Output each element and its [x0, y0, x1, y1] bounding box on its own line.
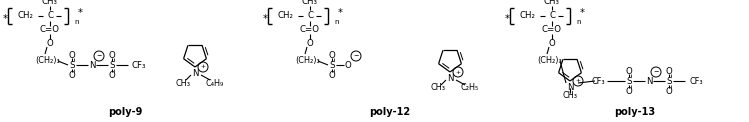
Text: −: −	[653, 69, 659, 75]
Text: O: O	[548, 39, 555, 47]
Text: O: O	[109, 71, 115, 80]
Text: C₂H₅: C₂H₅	[461, 83, 479, 92]
Text: poly-13: poly-13	[614, 107, 655, 117]
Text: C: C	[307, 11, 313, 20]
Text: O: O	[345, 61, 351, 70]
Text: −: −	[97, 53, 102, 59]
Text: O: O	[306, 39, 313, 47]
Text: CF₃: CF₃	[689, 76, 703, 86]
Text: *: *	[505, 14, 509, 24]
Text: O: O	[666, 86, 673, 96]
Text: O: O	[625, 86, 632, 96]
Text: CH₂: CH₂	[520, 11, 536, 20]
Text: S: S	[626, 76, 631, 86]
Text: C=O: C=O	[542, 25, 562, 35]
Text: N: N	[646, 76, 652, 86]
Text: n: n	[74, 19, 79, 25]
Text: O: O	[329, 71, 336, 80]
Text: C: C	[549, 11, 555, 20]
Text: −: −	[354, 53, 359, 59]
Text: *: *	[580, 8, 584, 18]
Text: *: *	[2, 14, 7, 24]
Text: O: O	[69, 51, 76, 60]
Text: N: N	[567, 83, 573, 92]
Text: CH₃: CH₃	[302, 0, 318, 6]
Text: S: S	[667, 76, 672, 86]
Text: O: O	[46, 39, 53, 47]
Text: (CH₂)₃: (CH₂)₃	[296, 56, 321, 66]
Text: O: O	[109, 51, 115, 60]
Text: n: n	[334, 19, 339, 25]
Text: C₄H₉: C₄H₉	[206, 78, 224, 87]
Text: CH₃: CH₃	[42, 0, 58, 6]
Text: N: N	[88, 61, 95, 70]
Text: O: O	[329, 51, 336, 60]
Text: *: *	[262, 14, 267, 24]
Text: CH₂: CH₂	[18, 11, 34, 20]
Text: N: N	[446, 74, 453, 83]
Text: n: n	[576, 19, 580, 25]
Text: C: C	[47, 11, 53, 20]
Text: +: +	[201, 65, 205, 70]
Text: CH₃: CH₃	[562, 92, 577, 101]
Text: C=O: C=O	[300, 25, 320, 35]
Text: N: N	[192, 69, 198, 78]
Text: CH₃: CH₃	[544, 0, 560, 6]
Text: S: S	[330, 61, 335, 70]
Text: poly-12: poly-12	[369, 107, 410, 117]
Text: (CH₂)₃: (CH₂)₃	[36, 56, 61, 66]
Text: S: S	[69, 61, 75, 70]
Text: +: +	[575, 78, 580, 83]
Text: S: S	[109, 61, 115, 70]
Text: O: O	[625, 66, 632, 76]
Text: CH₂: CH₂	[278, 11, 294, 20]
Text: poly-9: poly-9	[108, 107, 142, 117]
Text: (CH₂)₃: (CH₂)₃	[538, 56, 562, 66]
Text: *: *	[338, 8, 342, 18]
Text: CH₃: CH₃	[175, 78, 190, 87]
Text: O: O	[69, 71, 76, 80]
Text: CF₃: CF₃	[592, 76, 605, 86]
Text: C=O: C=O	[40, 25, 60, 35]
Text: CF₃: CF₃	[132, 61, 147, 70]
Text: O: O	[666, 66, 673, 76]
Text: *: *	[77, 8, 82, 18]
Text: +: +	[455, 70, 461, 75]
Text: CH₃: CH₃	[431, 83, 446, 92]
